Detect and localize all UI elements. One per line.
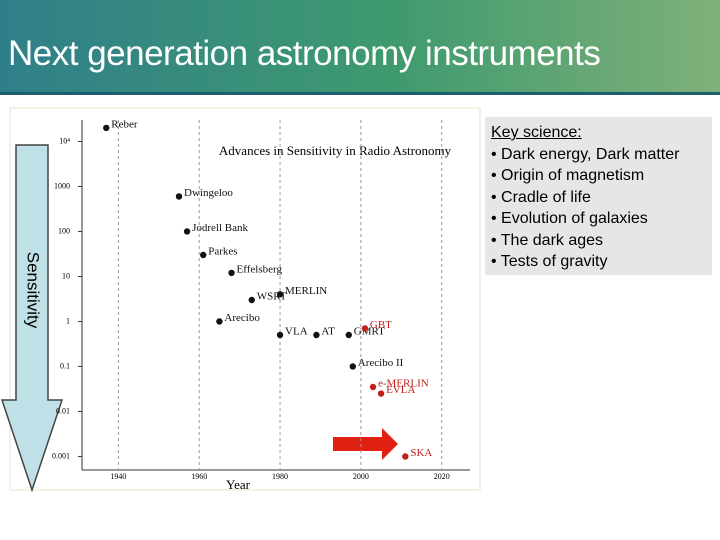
key-science-item: The dark ages [491,230,706,252]
sensitivity-arrow [0,144,64,493]
y-tick-label: 10 [62,271,70,280]
x-axis-label: Year [226,477,251,492]
data-point [276,331,284,339]
point-label: GBT [370,319,392,331]
x-tick-label: 1960 [191,472,207,481]
y-tick-label: 0.01 [56,406,70,415]
chart-title: Advances in Sensitivity in Radio Astrono… [219,143,452,158]
key-science-item: Origin of magnetism [491,165,706,187]
data-point [377,390,385,397]
key-science-box: Key science: Dark energy, Dark matterOri… [485,117,712,275]
slide-title: Next generation astronomy instruments [8,34,601,73]
x-tick-label: 2020 [434,472,450,481]
point-label: Arecibo II [358,357,404,369]
point-label: MERLIN [285,285,327,297]
title-bar: Next generation astronomy instruments [0,0,720,92]
point-label: Reber [111,118,138,130]
point-label: e-MERLIN [378,378,429,390]
y-tick-label: 1 [66,316,70,325]
key-science-item: Cradle of life [491,187,706,209]
data-point [369,383,377,391]
chart-frame [9,107,481,491]
data-point [103,124,110,132]
y-tick-label: 100 [58,226,70,235]
title-rule [0,92,720,95]
point-label: VLA [285,326,308,338]
data-point [361,325,369,332]
ska-arrow [333,428,398,460]
x-tick-label: 1980 [272,472,288,481]
data-point [216,318,223,325]
y-tick-label: 1000 [54,181,70,190]
key-science-item: Dark energy, Dark matter [491,144,706,166]
point-label: AT [321,326,335,338]
data-point [228,269,235,277]
point-label: Parkes [208,246,237,258]
point-label: Effelsberg [237,263,283,275]
data-point [200,251,207,259]
sensitivity-label: Sensitivity [24,252,43,329]
x-tick-label: 1940 [110,472,126,481]
point-label: GMRT [354,326,385,338]
key-science-item: Tests of gravity [491,251,706,273]
y-tick-label: 0.1 [60,361,70,370]
data-point [248,296,255,304]
x-tick-label: 2000 [353,472,369,481]
data-point [183,228,191,235]
key-science-item: Evolution of galaxies [491,208,706,230]
key-science-heading: Key science: [491,124,582,141]
data-point [402,453,409,460]
data-point [276,291,284,298]
point-label: Arecibo [224,312,260,324]
point-label: SKA [410,447,432,459]
data-point [345,331,352,339]
point-label: Jodrell Bank [192,222,248,234]
key-science-list: Dark energy, Dark matterOrigin of magnet… [491,144,706,273]
y-tick-label: 10⁴ [59,136,70,145]
point-label: Dwingeloo [184,187,233,199]
y-tick-label: 0.001 [52,451,70,460]
point-label: EVLA [386,384,415,396]
data-point [313,331,320,339]
data-point [349,363,356,370]
data-point [175,193,183,200]
